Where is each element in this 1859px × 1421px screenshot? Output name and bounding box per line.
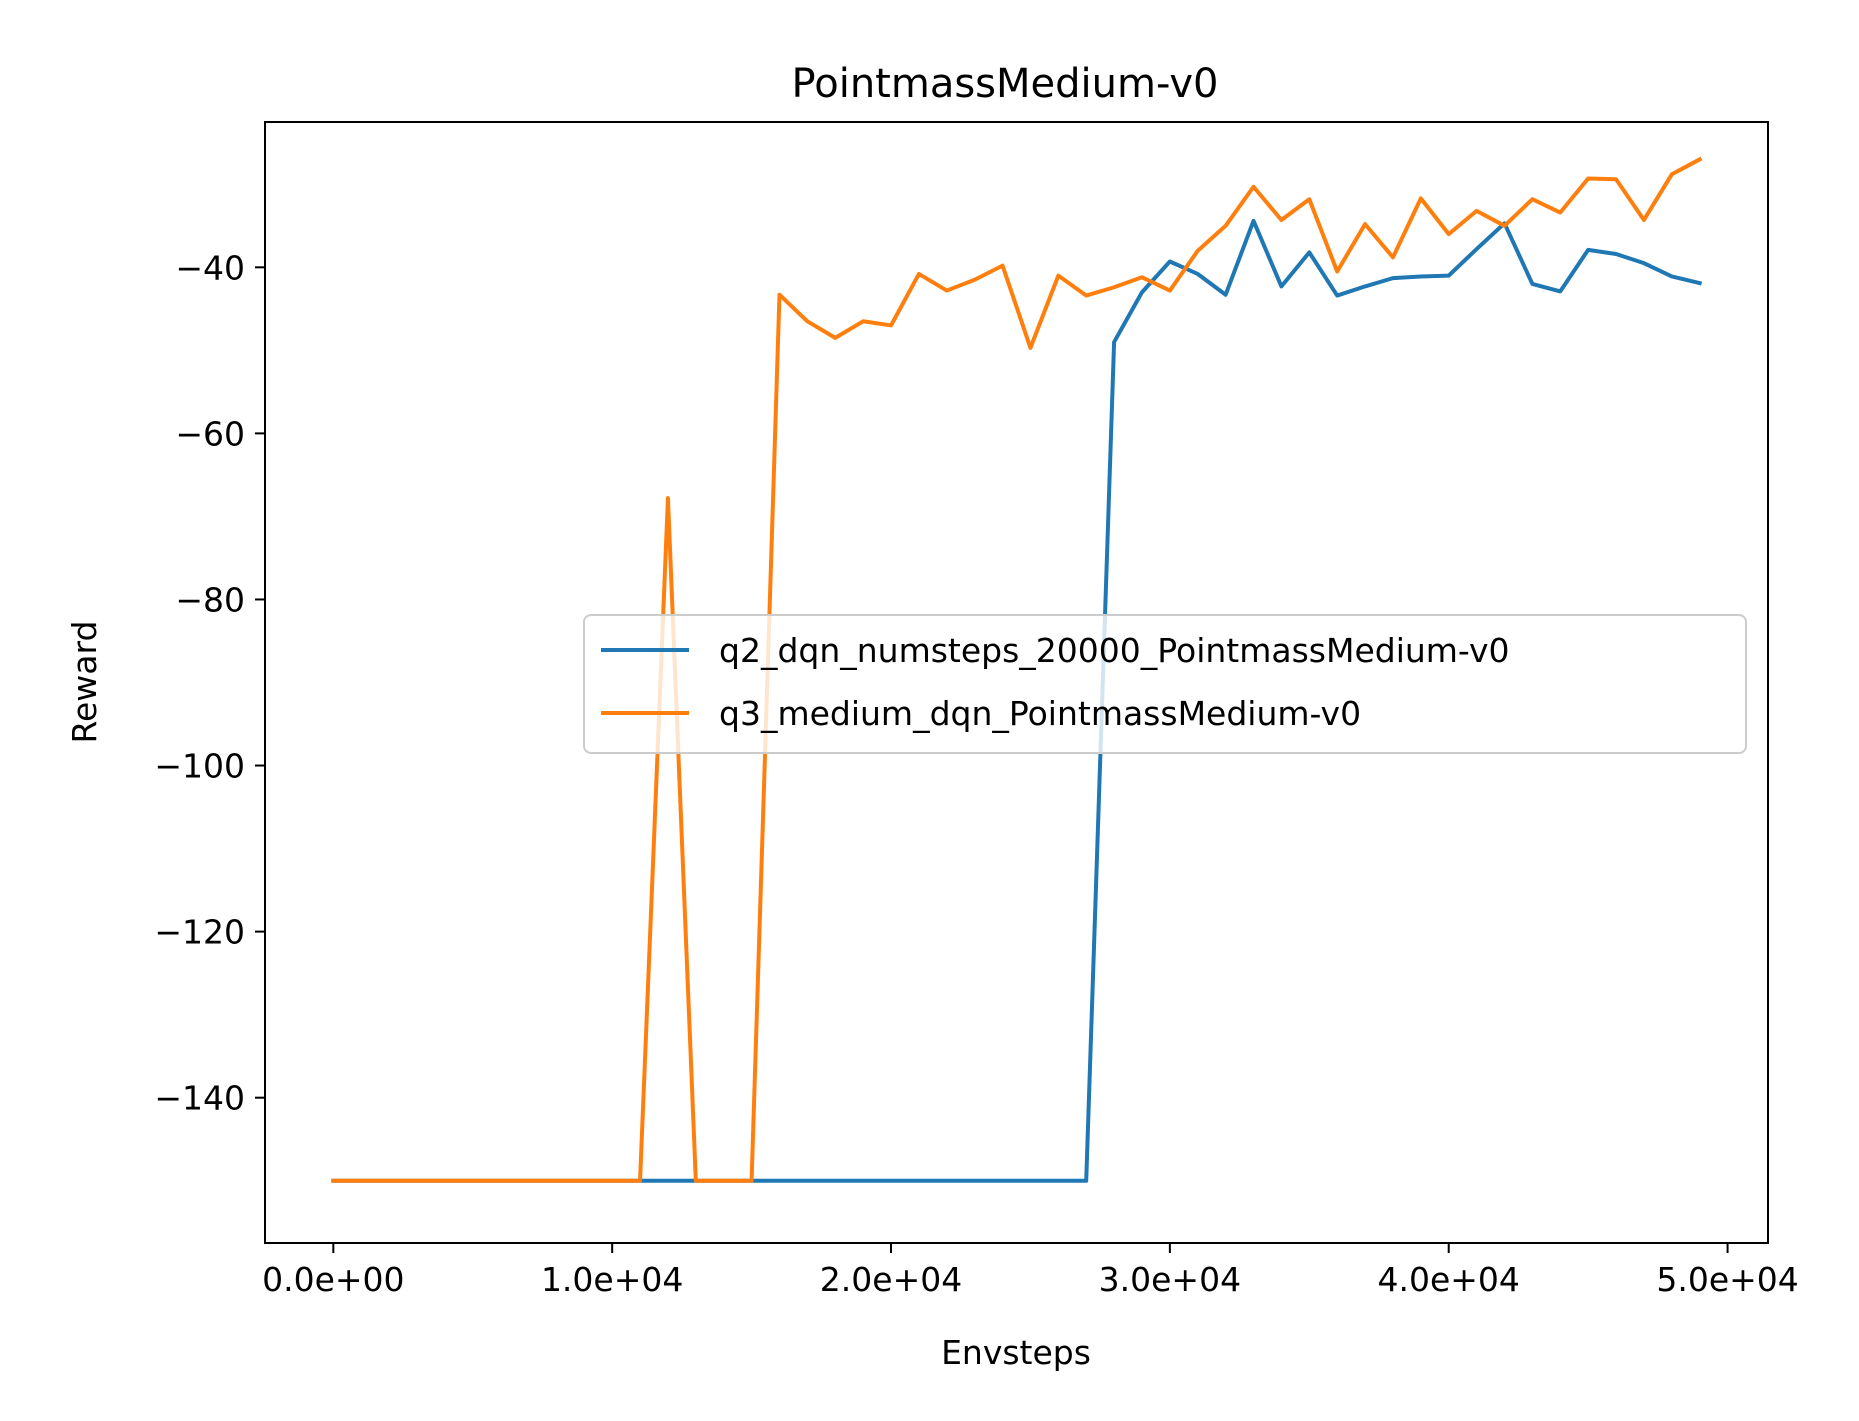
x-tick-label: 2.0e+04 [820,1260,962,1299]
y-tick-label: −40 [175,248,245,287]
y-tick-label: −100 [154,747,245,786]
x-tick-label: 1.0e+04 [541,1260,683,1299]
y-tick-label: −80 [175,580,245,619]
x-axis: 0.0e+00 1.0e+04 2.0e+04 3.0e+04 4.0e+04 5.0e+… [262,1243,1799,1299]
y-axis: −140 −120 −100 −80 −60 −40 [154,248,265,1118]
y-tick-label: −140 [154,1079,245,1118]
y-axis-label: Reward [65,621,104,744]
legend-box [583,614,1747,754]
y-tick-label: −60 [175,414,245,453]
x-axis-label: Envsteps [941,1333,1091,1372]
plot-frame [264,121,1769,1244]
legend-label-q2: q2_dqn_numsteps_20000_PointmassMedium-v0 [719,631,1509,670]
y-tick-label: −120 [154,913,245,952]
chart-title: PointmassMedium-v0 [792,61,1219,107]
series-line-1 [331,156,1703,1183]
x-tick-label: 5.0e+04 [1656,1260,1798,1299]
legend-label-q3: q3_medium_dqn_PointmassMedium-v0 [719,694,1361,733]
series-layer [331,156,1703,1183]
x-tick-label: 0.0e+00 [262,1260,404,1299]
x-tick-label: 4.0e+04 [1377,1260,1519,1299]
legend: q2_dqn_numsteps_20000_PointmassMedium-v0… [583,614,1747,754]
x-tick-label: 3.0e+04 [1099,1260,1241,1299]
